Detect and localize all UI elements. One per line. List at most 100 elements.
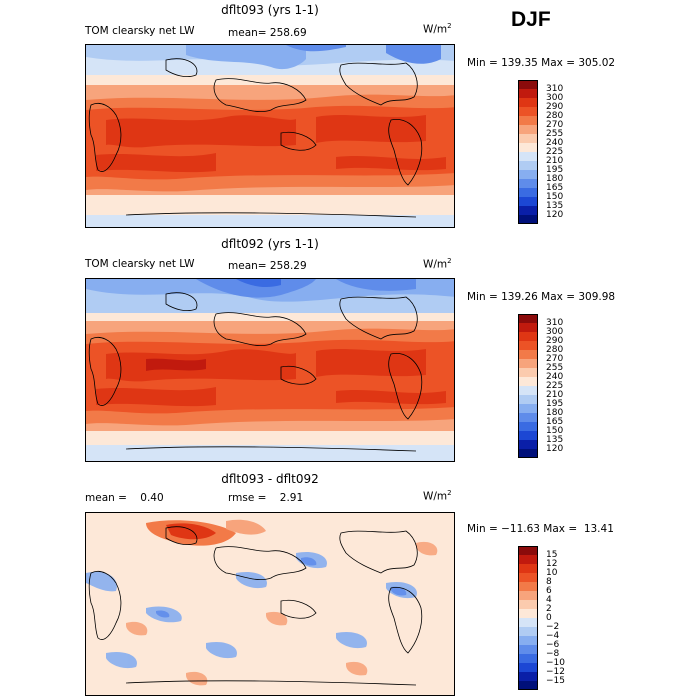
colorbar-tick-label: 240 xyxy=(546,138,564,148)
colorbar-tick-label: 255 xyxy=(546,363,564,373)
colorbar-tick-label: 270 xyxy=(546,354,564,364)
colorbar-tick-label: −6 xyxy=(546,640,560,650)
colorbar-tick-label: 12 xyxy=(546,559,558,569)
colorbar-tick-label: 255 xyxy=(546,129,564,139)
colorbar-tick-label: 270 xyxy=(546,120,564,130)
colorbar-swatch xyxy=(518,215,538,224)
colorbar-tick-label: 210 xyxy=(546,390,564,400)
colorbar-swatch xyxy=(518,332,538,341)
colorbar-swatch xyxy=(518,395,538,404)
panel-1-colorbar-cells xyxy=(518,80,540,224)
colorbar-tick-label: 310 xyxy=(546,84,564,94)
colorbar-tick-label: −8 xyxy=(546,649,560,659)
panel-1-map xyxy=(85,44,455,228)
colorbar-swatch xyxy=(518,440,538,449)
colorbar-swatch xyxy=(518,107,538,116)
colorbar-swatch xyxy=(518,386,538,395)
colorbar-swatch xyxy=(518,314,538,323)
colorbar-swatch xyxy=(518,627,538,636)
colorbar-swatch xyxy=(518,80,538,89)
colorbar-swatch xyxy=(518,161,538,170)
colorbar-tick-label: −2 xyxy=(546,622,560,632)
colorbar-swatch xyxy=(518,125,538,134)
panel-3-minmax: Min = −11.63 Max = 13.41 xyxy=(467,523,614,535)
panel-3-title: dflt093 - dflt092 xyxy=(221,472,319,486)
colorbar-tick-label: −15 xyxy=(546,676,565,686)
colorbar-tick-label: 195 xyxy=(546,165,564,175)
colorbar-swatch xyxy=(518,591,538,600)
colorbar-tick-label: 225 xyxy=(546,147,564,157)
colorbar-swatch xyxy=(518,188,538,197)
colorbar-swatch xyxy=(518,350,538,359)
panel-1-field xyxy=(86,45,454,227)
colorbar-swatch xyxy=(518,152,538,161)
colorbar-tick-label: 135 xyxy=(546,201,564,211)
panel-3-colorbar-cells xyxy=(518,546,540,690)
colorbar-swatch xyxy=(518,663,538,672)
panel-2-colorbar xyxy=(518,314,540,458)
colorbar-tick-label: 240 xyxy=(546,372,564,382)
colorbar-tick-label: 10 xyxy=(546,568,558,578)
panel-2-colorbar-cells xyxy=(518,314,540,458)
colorbar-tick-label: 290 xyxy=(546,102,564,112)
colorbar-swatch xyxy=(518,359,538,368)
colorbar-swatch xyxy=(518,98,538,107)
colorbar-tick-label: −10 xyxy=(546,658,565,668)
colorbar-swatch xyxy=(518,413,538,422)
panel-3-colorbar xyxy=(518,546,540,690)
colorbar-swatch xyxy=(518,600,538,609)
colorbar-tick-label: 8 xyxy=(546,577,552,587)
colorbar-tick-label: 0 xyxy=(546,613,552,623)
colorbar-tick-label: 195 xyxy=(546,399,564,409)
colorbar-swatch xyxy=(518,89,538,98)
panel-1-variable-label: TOM clearsky net LW xyxy=(85,25,195,37)
colorbar-swatch xyxy=(518,672,538,681)
colorbar-tick-label: 2 xyxy=(546,604,552,614)
panel-2-variable-label: TOM clearsky net LW xyxy=(85,258,195,270)
panel-1-units: W/m2 xyxy=(423,22,452,36)
colorbar-swatch xyxy=(518,404,538,413)
panel-2-mean: mean= 258.29 xyxy=(228,260,307,272)
colorbar-tick-label: 15 xyxy=(546,550,558,560)
colorbar-tick-label: 135 xyxy=(546,435,564,445)
colorbar-swatch xyxy=(518,206,538,215)
panel-2-title: dflt092 (yrs 1-1) xyxy=(221,237,319,251)
colorbar-swatch xyxy=(518,681,538,690)
colorbar-tick-label: 150 xyxy=(546,426,564,436)
colorbar-swatch xyxy=(518,654,538,663)
panel-3-mean: mean = 0.40 xyxy=(85,492,164,504)
panel-1-colorbar xyxy=(518,80,540,224)
season-label: DJF xyxy=(511,8,551,31)
colorbar-swatch xyxy=(518,636,538,645)
colorbar-swatch xyxy=(518,546,538,555)
colorbar-swatch xyxy=(518,197,538,206)
colorbar-tick-label: 280 xyxy=(546,111,564,121)
panel-3-units: W/m2 xyxy=(423,489,452,503)
panel-2-map xyxy=(85,278,455,462)
colorbar-tick-label: −12 xyxy=(546,667,565,677)
panel-3-rmse: rmse = 2.91 xyxy=(228,492,304,504)
colorbar-tick-label: 180 xyxy=(546,408,564,418)
colorbar-tick-label: 4 xyxy=(546,595,552,605)
colorbar-swatch xyxy=(518,179,538,188)
colorbar-tick-label: 225 xyxy=(546,381,564,391)
panel-3-map xyxy=(85,512,455,696)
colorbar-tick-label: −4 xyxy=(546,631,560,641)
colorbar-swatch xyxy=(518,341,538,350)
colorbar-swatch xyxy=(518,323,538,332)
panel-3-field xyxy=(86,513,454,695)
colorbar-tick-label: 150 xyxy=(546,192,564,202)
colorbar-swatch xyxy=(518,449,538,458)
colorbar-tick-label: 120 xyxy=(546,444,564,454)
colorbar-swatch xyxy=(518,134,538,143)
colorbar-swatch xyxy=(518,368,538,377)
colorbar-tick-label: 300 xyxy=(546,327,564,337)
colorbar-swatch xyxy=(518,609,538,618)
colorbar-swatch xyxy=(518,564,538,573)
colorbar-swatch xyxy=(518,582,538,591)
panel-2-field xyxy=(86,279,454,461)
colorbar-tick-label: 210 xyxy=(546,156,564,166)
colorbar-swatch xyxy=(518,422,538,431)
colorbar-tick-label: 165 xyxy=(546,417,564,427)
colorbar-tick-label: 165 xyxy=(546,183,564,193)
